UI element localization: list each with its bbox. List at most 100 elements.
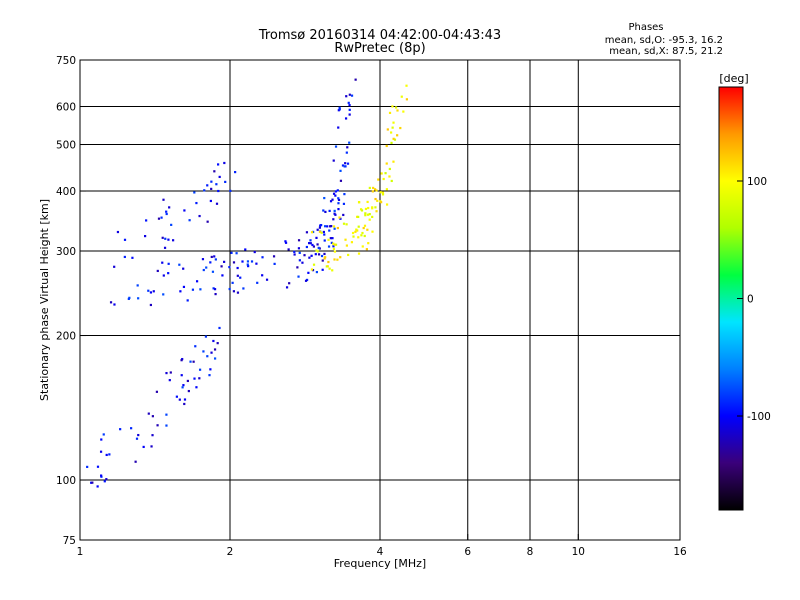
data-point bbox=[377, 178, 380, 181]
data-point bbox=[332, 192, 336, 195]
data-point bbox=[323, 257, 326, 260]
data-point bbox=[380, 201, 383, 204]
data-point bbox=[256, 281, 259, 284]
data-point bbox=[123, 238, 127, 241]
data-point bbox=[96, 465, 100, 468]
data-point bbox=[242, 287, 245, 290]
data-point bbox=[303, 254, 306, 257]
data-point bbox=[167, 262, 170, 265]
data-point bbox=[244, 248, 247, 251]
data-point bbox=[96, 485, 99, 488]
data-point bbox=[137, 433, 140, 437]
data-point bbox=[345, 151, 348, 154]
data-point bbox=[135, 437, 139, 440]
data-point bbox=[390, 179, 393, 183]
data-point bbox=[163, 246, 167, 249]
data-point bbox=[255, 262, 258, 265]
data-point bbox=[142, 445, 145, 449]
data-point bbox=[367, 206, 370, 210]
data-point bbox=[136, 284, 139, 287]
data-point bbox=[317, 253, 321, 256]
data-point bbox=[165, 212, 168, 216]
data-point bbox=[301, 261, 304, 264]
data-point bbox=[130, 427, 133, 430]
data-point bbox=[371, 215, 374, 219]
data-point bbox=[234, 170, 237, 174]
data-point bbox=[336, 258, 339, 261]
data-point bbox=[178, 263, 181, 266]
data-point bbox=[109, 301, 113, 304]
data-point bbox=[165, 424, 168, 427]
data-point bbox=[332, 242, 335, 245]
data-point bbox=[228, 287, 231, 291]
data-point bbox=[324, 210, 327, 214]
data-point bbox=[91, 481, 94, 484]
data-point bbox=[357, 215, 360, 219]
data-point bbox=[210, 255, 213, 259]
data-point bbox=[212, 339, 215, 343]
data-point bbox=[331, 198, 334, 201]
data-point bbox=[309, 242, 312, 245]
data-point bbox=[348, 141, 351, 144]
data-point bbox=[209, 261, 212, 264]
data-point bbox=[385, 144, 388, 148]
data-point bbox=[316, 250, 319, 253]
data-point bbox=[272, 255, 276, 258]
y-axis-ticks: 75 100 200 300 400 500 600 750 bbox=[56, 55, 86, 547]
data-point bbox=[215, 202, 219, 205]
data-point bbox=[127, 297, 130, 301]
data-point bbox=[390, 141, 393, 144]
data-point bbox=[105, 478, 108, 481]
data-point bbox=[144, 234, 147, 238]
phase-box-title: Phases bbox=[628, 22, 663, 33]
data-point bbox=[381, 191, 385, 194]
data-point bbox=[390, 131, 393, 134]
data-point bbox=[344, 162, 347, 165]
data-point bbox=[392, 160, 395, 163]
y-axis-label: Stationary phase Virtual Height [km] bbox=[38, 199, 51, 401]
data-point bbox=[246, 263, 249, 266]
data-point bbox=[186, 299, 189, 302]
data-point bbox=[304, 279, 308, 282]
data-point bbox=[350, 94, 354, 97]
data-point bbox=[312, 230, 315, 234]
data-point bbox=[332, 218, 335, 221]
data-point bbox=[178, 398, 181, 401]
data-point bbox=[195, 386, 198, 389]
data-point bbox=[161, 236, 164, 239]
data-point bbox=[388, 175, 391, 178]
data-point bbox=[344, 238, 347, 241]
data-point bbox=[394, 106, 398, 109]
data-point bbox=[99, 450, 103, 453]
data-point bbox=[212, 287, 215, 290]
data-point bbox=[322, 209, 325, 212]
chart-title: Tromsø 20160314 04:42:00-04:43:43 bbox=[258, 28, 501, 43]
data-point bbox=[355, 228, 358, 231]
data-point bbox=[327, 238, 330, 241]
data-point bbox=[327, 260, 330, 264]
data-point bbox=[236, 291, 240, 294]
data-point bbox=[330, 224, 333, 228]
data-point bbox=[320, 254, 324, 258]
data-point bbox=[334, 145, 338, 148]
data-point bbox=[223, 161, 226, 165]
data-point bbox=[213, 288, 217, 291]
data-point bbox=[317, 246, 320, 249]
data-point bbox=[188, 219, 191, 222]
y-tick-label: 750 bbox=[56, 55, 76, 67]
data-point bbox=[151, 434, 154, 437]
x-tick-label: 8 bbox=[527, 546, 534, 558]
data-point bbox=[338, 108, 341, 111]
data-point bbox=[149, 291, 153, 294]
data-point bbox=[350, 241, 354, 244]
data-point bbox=[333, 212, 336, 215]
data-point bbox=[161, 261, 164, 264]
data-point bbox=[162, 293, 165, 296]
y-tick-label: 75 bbox=[63, 535, 76, 547]
data-point bbox=[384, 172, 387, 175]
data-point bbox=[366, 228, 369, 231]
data-point bbox=[293, 253, 296, 256]
data-point bbox=[298, 259, 301, 262]
data-point bbox=[360, 234, 363, 237]
